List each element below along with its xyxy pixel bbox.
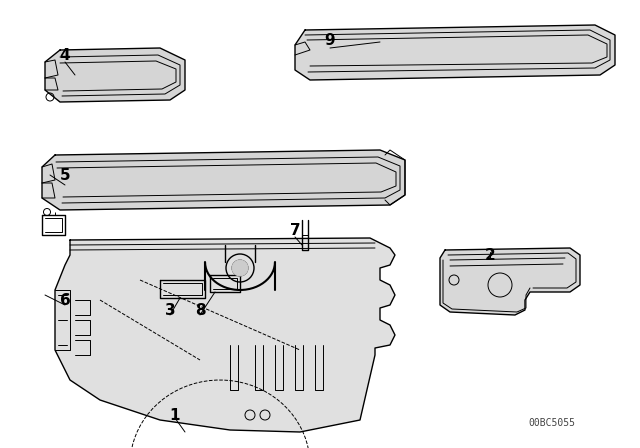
Text: 2: 2 (484, 247, 495, 263)
Polygon shape (440, 248, 580, 315)
Text: 00BC5055: 00BC5055 (528, 418, 575, 428)
Polygon shape (42, 150, 405, 210)
Text: 6: 6 (60, 293, 70, 307)
Text: 1: 1 (170, 408, 180, 422)
Text: 3: 3 (164, 302, 175, 318)
Polygon shape (55, 238, 395, 432)
Text: 5: 5 (60, 168, 70, 182)
Text: 8: 8 (195, 302, 205, 318)
Circle shape (232, 260, 248, 276)
Text: 4: 4 (60, 47, 70, 63)
Polygon shape (295, 25, 615, 80)
Text: 9: 9 (324, 33, 335, 47)
Text: 7: 7 (290, 223, 300, 237)
Polygon shape (45, 48, 185, 102)
